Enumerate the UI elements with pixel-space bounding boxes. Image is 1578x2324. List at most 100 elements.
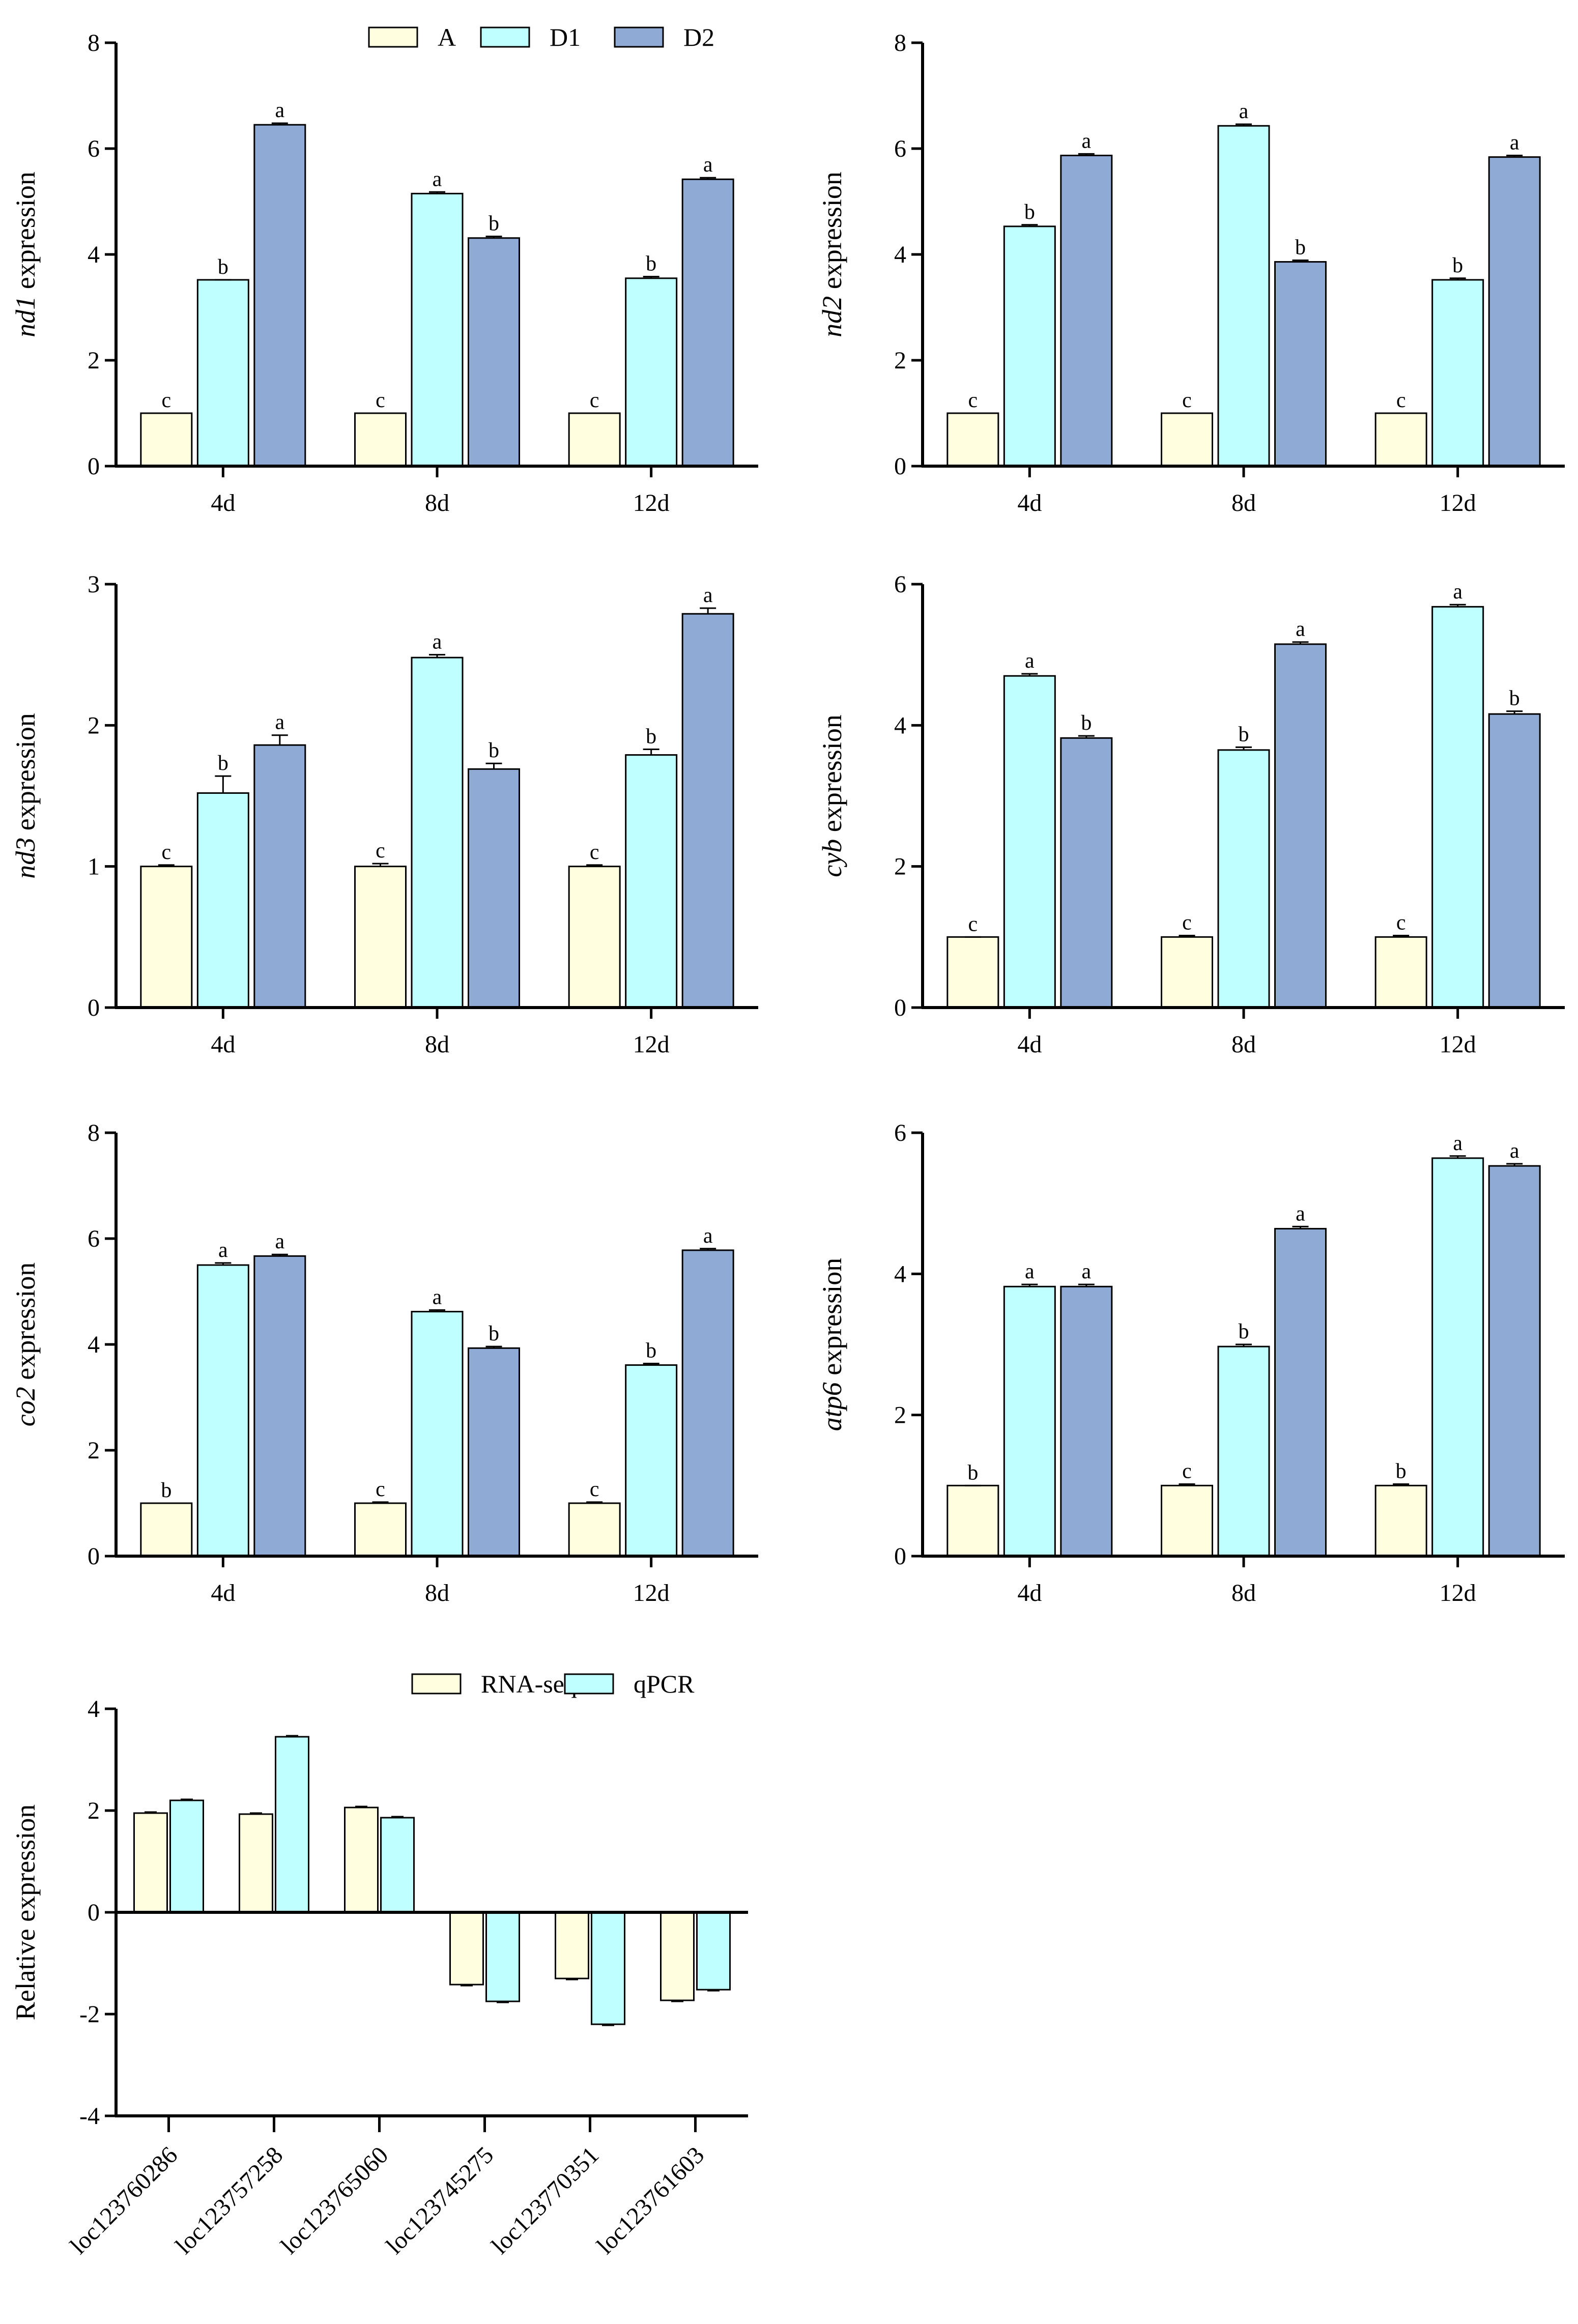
significance-letter: a [703, 1224, 713, 1248]
y-axis-title: nd1 expression [10, 171, 41, 337]
significance-letter: b [489, 1322, 499, 1345]
significance-letter: a [275, 99, 285, 122]
bar-a [1374, 936, 1427, 1009]
x-tick-label: loc123745275 [381, 2141, 499, 2259]
bar-d1 [1217, 749, 1270, 1009]
x-tick-label: 4d [211, 1031, 235, 1058]
significance-letter: a [1453, 580, 1462, 604]
x-tick-label: 4d [1017, 1031, 1042, 1058]
significance-letter: a [703, 584, 713, 607]
bar-a [568, 866, 621, 1009]
bar-d1 [1431, 1157, 1484, 1557]
bar-a [568, 1502, 621, 1557]
significance-letter: b [1295, 236, 1306, 259]
y-axis-title-suffix: expression [10, 713, 41, 837]
significance-letter: a [433, 1285, 442, 1309]
bar-d1 [625, 1364, 678, 1557]
bar-a [354, 866, 407, 1009]
significance-letter: b [1024, 200, 1035, 224]
bar-rna-seq [660, 1911, 695, 2001]
y-axis-title-gene: nd1 [10, 296, 41, 337]
y-tick-label: 0 [88, 1543, 100, 1570]
significance-letter: b [1452, 254, 1463, 277]
x-tick-label: 4d [1017, 490, 1042, 517]
legend-validation: RNA-seq qPCR [411, 1670, 695, 1698]
x-tick-label: 12d [1440, 1580, 1476, 1606]
x-tick-label: loc123757258 [170, 2141, 289, 2259]
bar-qpcr [591, 1911, 625, 2025]
y-tick-label: 2 [88, 1797, 100, 1824]
y-tick-label: 2 [894, 347, 906, 374]
significance-letter: a [218, 1239, 228, 1262]
y-tick-label: 1 [88, 853, 100, 880]
bar-d1 [196, 279, 249, 467]
significance-letter: a [1025, 1260, 1035, 1283]
bar-d2 [1060, 155, 1113, 467]
legend-swatch-d1 [480, 26, 530, 48]
y-tick-label: 2 [894, 1402, 906, 1429]
y-axis-title-gene: co2 [10, 1387, 41, 1426]
bar-rna-seq [555, 1911, 589, 1979]
significance-letter: b [1239, 723, 1249, 746]
significance-letter: b [218, 255, 228, 279]
significance-letter: b [1509, 687, 1520, 710]
significance-letter: c [1182, 911, 1192, 935]
bar-d2 [1488, 156, 1541, 467]
significance-letter: c [1182, 1460, 1192, 1483]
chart-nd2: 0 2 4 6 8 c b a 4d c a b 8d c b a 12d nd2 expression [817, 30, 1565, 517]
x-tick-label: loc123765060 [276, 2141, 394, 2259]
significance-letter: c [1396, 911, 1406, 935]
bar-a [140, 1502, 193, 1557]
y-tick-label: 8 [88, 1120, 100, 1146]
bar-d2 [1274, 261, 1327, 467]
bar-rna-seq [344, 1806, 379, 1913]
x-tick-label: loc123770351 [486, 2141, 605, 2259]
x-tick-label: 12d [1440, 1031, 1476, 1058]
chart-nd3: 0 1 2 3 c b a 4d c a b 8d c b a 12d nd3 expression [10, 571, 758, 1058]
bar-d2 [253, 744, 306, 1009]
legend-label: D2 [683, 23, 714, 51]
significance-letter: b [218, 752, 228, 775]
bar-qpcr [169, 1799, 204, 1913]
significance-letter: a [275, 711, 285, 734]
y-tick-label: 4 [88, 1696, 100, 1723]
significance-letter: c [590, 841, 599, 864]
chart-validation: -4 -2 0 2 4 loc123760286loc123757258loc123765… [10, 1696, 748, 2259]
chart-atp6: 0 2 4 6 b a a 4d c b a 8d b a a 12d atp6 expression [817, 1120, 1565, 1606]
y-tick-label: -4 [79, 2103, 100, 2130]
bar-d2 [253, 124, 306, 467]
bar-a [140, 412, 193, 467]
significance-letter: a [433, 167, 442, 191]
y-tick-label: 4 [88, 1331, 100, 1358]
significance-letter: a [433, 630, 442, 654]
bar-d1 [1431, 606, 1484, 1009]
legend-swatch-qpcr [564, 1673, 614, 1695]
legend: A D1 D2 [368, 23, 714, 51]
x-tick-label: 4d [1017, 1580, 1042, 1606]
bar-d2 [681, 1249, 734, 1557]
bar-qpcr [696, 1911, 731, 1991]
bar-d1 [1217, 125, 1270, 467]
bar-d2 [1060, 737, 1113, 1009]
bar-a [1161, 412, 1213, 467]
y-axis-title-gene: atp6 [817, 1382, 847, 1431]
bar-rna-seq [449, 1911, 484, 1986]
bar-d1 [625, 754, 678, 1009]
bar-d2 [1274, 643, 1327, 1009]
y-tick-label: 8 [88, 30, 100, 56]
y-axis-title: nd3 expression [10, 713, 41, 878]
significance-letter: a [703, 153, 713, 177]
legend-swatch-rna-seq [411, 1673, 462, 1695]
significance-letter: b [1239, 1320, 1249, 1343]
y-tick-label: 0 [894, 1543, 906, 1570]
legend-swatch-d2 [614, 26, 664, 48]
significance-letter: a [1510, 1139, 1519, 1163]
legend-label: qPCR [634, 1670, 695, 1698]
legend-label: A [438, 23, 456, 51]
bar-a [354, 412, 407, 467]
bar-a [1374, 412, 1427, 467]
bar-a [354, 1502, 407, 1557]
bar-d2 [681, 613, 734, 1009]
significance-letter: b [646, 1339, 656, 1362]
x-tick-label: 4d [211, 1580, 235, 1606]
